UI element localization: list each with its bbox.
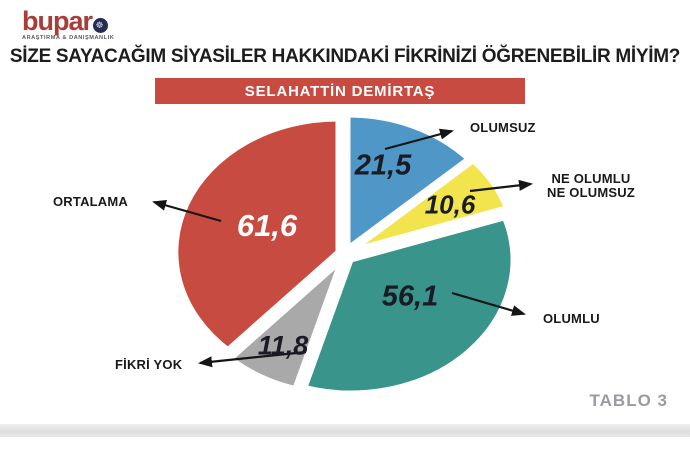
callout-arrow-olumlu — [451, 291, 526, 316]
pie-slice-ortalama — [173, 116, 341, 353]
logo-mark-icon — [93, 18, 109, 33]
pie-value-ne-olumlu: 10,6 — [424, 189, 476, 220]
pie-slice-olumsuz — [345, 112, 471, 251]
pie-value-olumlu: 56,1 — [381, 280, 439, 313]
callout-label-ne-olumlu-ne-olumsuz: NE OLUMLU NE OLUMSUZ — [541, 172, 641, 200]
pie-slice-olumlu — [302, 215, 516, 396]
pie-value-olumsuz: 21,5 — [354, 149, 412, 182]
callout-label-line1: NE OLUMLU — [551, 171, 631, 186]
callout-arrow-fikri-yok — [198, 350, 307, 368]
table-number-label: TABLO 3 — [589, 391, 668, 410]
bottom-divider-bar — [0, 424, 690, 437]
pie-slice-ne-olumlu-ne-olumsuz — [350, 158, 510, 253]
callout-label-olumsuz: OLUMSUZ — [470, 120, 536, 135]
callout-label-fikri-yok: FİKRİ YOK — [115, 357, 183, 372]
callout-arrow-olumsuz — [384, 128, 454, 151]
logo-row: bupar — [22, 6, 152, 36]
bupar-logo: bupar ARAŞTIRMA & DANIŞMANLIK — [22, 6, 152, 42]
callout-label-line2: NE OLUMSUZ — [547, 185, 635, 200]
callout-arrow-ortalama — [152, 199, 222, 223]
logo-tagline: ARAŞTIRMA & DANIŞMANLIK — [22, 35, 115, 41]
pie-value-fikri-yok: 11,8 — [257, 330, 309, 361]
politician-banner: SELAHATTİN DEMİRTAŞ — [155, 78, 525, 104]
page-title: SİZE SAYACAĞIM SİYASİLER HAKKINDAKİ FİKR… — [9, 46, 681, 67]
callout-label-olumlu: OLUMLU — [543, 311, 600, 326]
pie-value-ortalama: 61,6 — [236, 208, 298, 243]
callout-arrow-ne-olumlu — [469, 179, 533, 193]
callout-label-ortalama: ORTALAMA — [53, 194, 129, 209]
logo-wordmark: bupar — [22, 6, 93, 36]
